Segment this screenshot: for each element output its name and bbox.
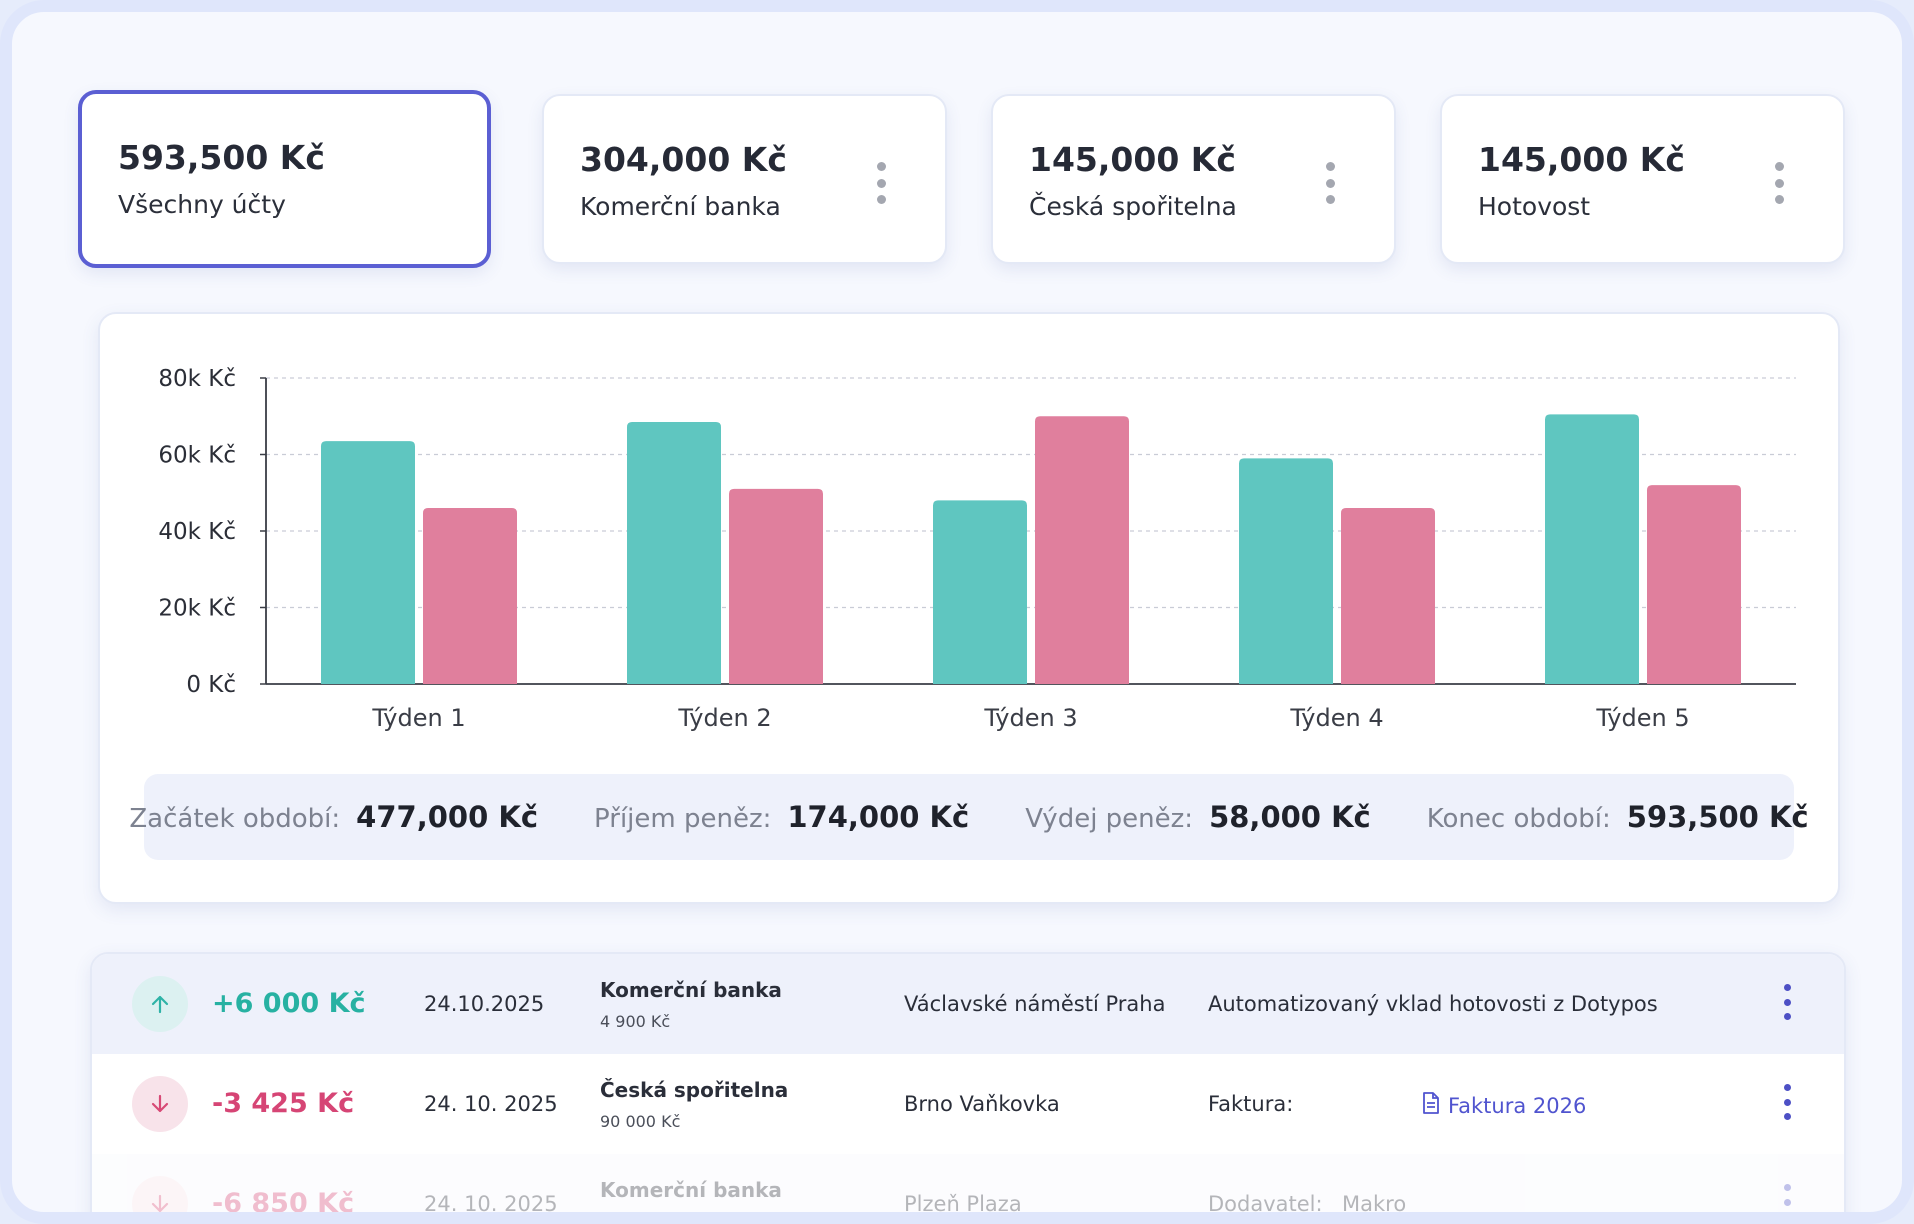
x-tick-label: Týden 5 [1595, 704, 1689, 732]
more-options-icon[interactable] [875, 162, 887, 204]
x-tick-label: Týden 2 [677, 704, 771, 732]
account-card-komercni-banka[interactable]: 304,000 Kč Komerční banka [542, 94, 947, 264]
account-amount: 145,000 Kč [1478, 140, 1685, 179]
account-card-hotovost[interactable]: 145,000 Kč Hotovost [1440, 94, 1845, 264]
bar [1545, 414, 1639, 684]
bar [1341, 508, 1435, 684]
more-options-icon[interactable] [1773, 162, 1785, 204]
bar [1035, 416, 1129, 684]
bar [627, 421, 721, 684]
bar [933, 500, 1027, 684]
bar [1647, 485, 1741, 684]
account-amount: 145,000 Kč [1029, 140, 1236, 179]
transaction-date: 24.10.2025 [424, 992, 545, 1016]
y-tick-label: 20k Kč [158, 596, 236, 622]
bar [1239, 458, 1333, 684]
y-tick-label: 80k Kč [158, 366, 236, 392]
more-options-icon[interactable] [1782, 1184, 1792, 1212]
transaction-bank: Komerční banka [600, 1178, 782, 1202]
summary-expense-label: Výdej peněz: [1025, 804, 1194, 834]
summary-end: Konec období: 593,500 Kč [1427, 800, 1809, 834]
x-tick-label: Týden 4 [1289, 704, 1383, 732]
bar [321, 441, 415, 684]
document-icon [1422, 1092, 1440, 1119]
transaction-row[interactable]: -6 850 Kč 24. 10. 2025 Komerční banka 62… [92, 1154, 1844, 1224]
transaction-row[interactable]: -3 425 Kč 24. 10. 2025 Česká spořitelna … [92, 1054, 1844, 1154]
transaction-date: 24. 10. 2025 [424, 1092, 558, 1116]
supplier-value: Makro [1342, 1192, 1407, 1216]
cashflow-chart-panel: 0 Kč 20k Kč 40k Kč 60k Kč 80k Kč Týden 1 Týden… [98, 312, 1840, 904]
bar [729, 488, 823, 684]
account-amount: 593,500 Kč [118, 138, 325, 177]
transaction-amount: -3 425 Kč [212, 1088, 355, 1119]
summary-start-label: Začátek období: [129, 804, 341, 834]
summary-income-value: 174,000 Kč [787, 800, 970, 834]
account-label: Komerční banka [580, 192, 781, 221]
transaction-date: 24. 10. 2025 [424, 1192, 558, 1216]
transaction-amount: -6 850 Kč [212, 1188, 355, 1219]
y-tick-label: 40k Kč [158, 519, 236, 545]
account-card-ceska-sporitelna[interactable]: 145,000 Kč Česká spořitelna [991, 94, 1396, 264]
account-label: Česká spořitelna [1029, 192, 1237, 221]
transaction-bank: Česká spořitelna [600, 1078, 789, 1102]
summary-income: Příjem peněz: 174,000 Kč [594, 800, 969, 834]
period-summary: Začátek období: 477,000 Kč Příjem peněz:… [129, 774, 1809, 860]
account-cards: 593,500 Kč Všechny účty 304,000 Kč Komer… [78, 80, 1848, 280]
transaction-place: Plzeň Plaza [904, 1192, 1022, 1216]
invoice-link-label: Faktura 2026 [1448, 1093, 1587, 1118]
account-card-all[interactable]: 593,500 Kč Všechny účty [78, 90, 491, 268]
transaction-description: Dodavatel: [1208, 1192, 1323, 1216]
account-label: Všechny účty [118, 190, 286, 219]
account-amount: 304,000 Kč [580, 140, 787, 179]
transactions-list: +6 000 Kč 24.10.2025 Komerční banka 4 90… [90, 952, 1846, 1224]
transaction-row[interactable]: +6 000 Kč 24.10.2025 Komerční banka 4 90… [92, 954, 1844, 1054]
summary-start: Začátek období: 477,000 Kč [129, 800, 538, 834]
cashflow-bar-chart: 0 Kč 20k Kč 40k Kč 60k Kč 80k Kč Týden 1 Týden… [158, 366, 1796, 732]
more-options-icon[interactable] [1782, 1084, 1792, 1120]
transaction-place: Brno Vaňkovka [904, 1092, 1060, 1116]
x-tick-label: Týden 3 [983, 704, 1077, 732]
summary-end-label: Konec období: [1426, 804, 1611, 834]
x-tick-label: Týden 1 [371, 704, 465, 732]
transaction-description: Automatizovaný vklad hotovosti z Dotypos [1208, 992, 1658, 1016]
more-options-icon[interactable] [1324, 162, 1336, 204]
account-label: Hotovost [1478, 192, 1591, 221]
transaction-description: Faktura: [1208, 1092, 1294, 1116]
invoice-link[interactable]: Faktura 2026 [1422, 1092, 1586, 1119]
arrow-up-icon [132, 976, 188, 1032]
arrow-down-icon [132, 1076, 188, 1132]
y-tick-label: 0 Kč [186, 672, 236, 698]
summary-expense: Výdej peněz: 58,000 Kč [1025, 800, 1371, 834]
transaction-amount: +6 000 Kč [212, 988, 366, 1019]
y-tick-label: 60k Kč [158, 443, 236, 469]
transaction-bank: Komerční banka [600, 978, 782, 1002]
bar [423, 508, 517, 684]
transaction-place: Václavské náměstí Praha [904, 992, 1166, 1016]
summary-income-label: Příjem peněz: [594, 804, 772, 834]
transaction-balance: 62 340 Kč [600, 1212, 681, 1224]
summary-end-value: 593,500 Kč [1626, 800, 1809, 834]
transaction-balance: 4 900 Kč [600, 1012, 671, 1031]
transaction-balance: 90 000 Kč [600, 1112, 681, 1131]
summary-expense-value: 58,000 Kč [1209, 800, 1371, 834]
arrow-down-icon [132, 1176, 188, 1212]
summary-start-value: 477,000 Kč [356, 800, 539, 834]
more-options-icon[interactable] [1782, 984, 1792, 1020]
